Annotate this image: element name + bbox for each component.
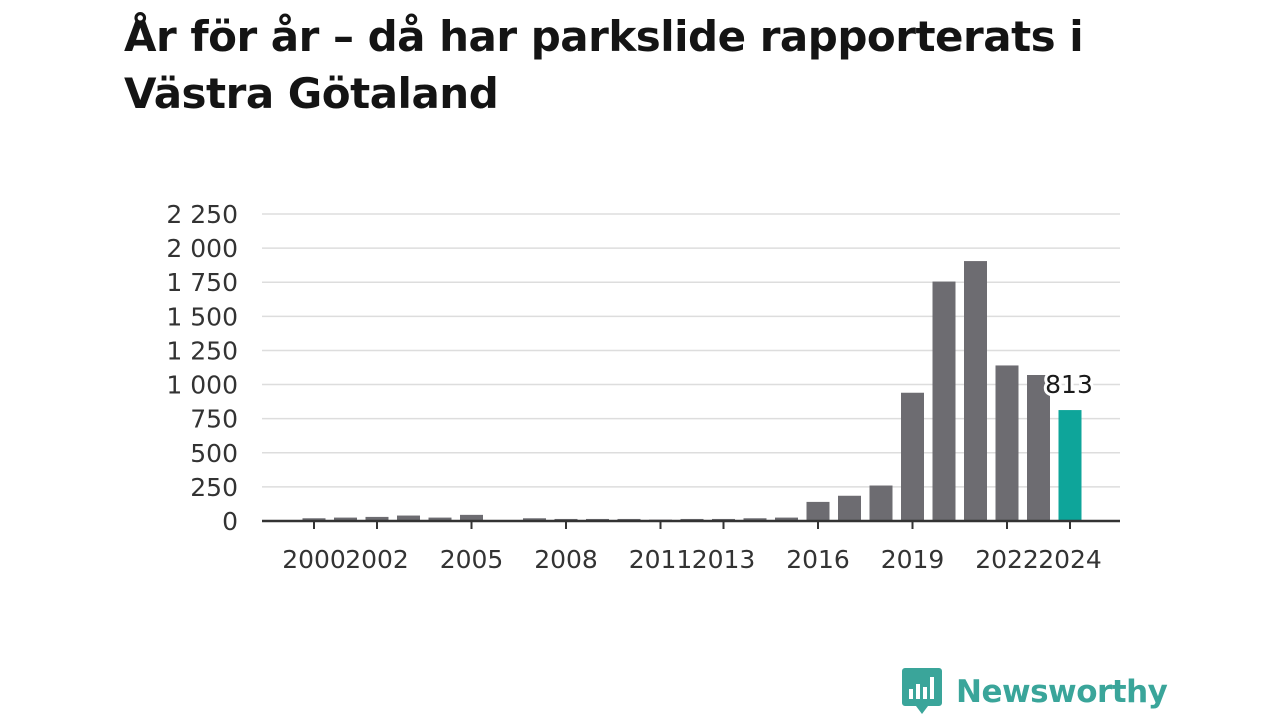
newsworthy-logo: Newsworthy	[902, 668, 1168, 716]
bar-2019	[901, 392, 924, 521]
data-labels: 813	[1042, 367, 1096, 402]
x-tick-label: 2008	[534, 545, 598, 574]
x-tick-label: 2011	[629, 545, 693, 574]
bar-2020	[932, 281, 956, 521]
bar-2022	[995, 365, 1019, 521]
x-tick-label: 2013	[692, 545, 756, 574]
bar-chart-speech-bubble-icon	[902, 668, 942, 714]
bar-2024	[1058, 410, 1082, 521]
bar-2015	[775, 517, 798, 521]
x-axis	[262, 519, 1120, 529]
y-tick-label: 1 250	[166, 336, 238, 365]
y-tick-label: 0	[222, 507, 238, 536]
bar-2014	[743, 518, 767, 521]
bar-2021	[964, 261, 987, 521]
bar-2003	[397, 515, 420, 521]
bar-2002	[365, 516, 389, 521]
bar-2007	[523, 518, 546, 521]
bar-2000	[302, 518, 326, 521]
bar-2016	[806, 501, 830, 521]
y-tick-label: 1 750	[166, 268, 238, 297]
bar-2001	[334, 517, 357, 521]
x-tick-label: 2000	[282, 545, 346, 574]
bar-2023	[1027, 375, 1050, 521]
brand-name: Newsworthy	[956, 674, 1168, 710]
bar-2018	[869, 485, 893, 521]
gridlines	[262, 213, 1120, 488]
y-tick-label: 2 000	[166, 234, 238, 263]
y-tick-label: 250	[190, 473, 238, 502]
x-tick-label: 2005	[440, 545, 504, 574]
y-tick-label: 2 250	[166, 200, 238, 229]
x-axis-tick-labels: 2000 2002 2005 2008 2011 2013 2016 2019 2022 2024	[282, 545, 1102, 574]
x-tick-label: 2019	[881, 545, 945, 574]
data-label-2024: 813	[1045, 370, 1093, 399]
bars	[302, 261, 1082, 521]
chart-title: År för år – då har parkslide rapporterat…	[124, 12, 1084, 118]
bar-2004	[428, 517, 452, 521]
x-tick-label: 2024	[1038, 545, 1102, 574]
y-tick-label: 750	[190, 405, 238, 434]
x-tick-label: 2022	[975, 545, 1039, 574]
y-tick-label: 1 000	[166, 371, 238, 400]
x-tick-label: 2016	[786, 545, 850, 574]
y-axis-tick-labels: 0 250 500 750 1 000 1 250 1 500 1 750 2 000 2 250	[166, 200, 238, 536]
y-tick-label: 500	[190, 439, 238, 468]
bar-2017	[838, 495, 861, 521]
y-tick-label: 1 500	[166, 302, 238, 331]
x-tick-label: 2002	[345, 545, 409, 574]
bar-2005	[460, 514, 483, 521]
